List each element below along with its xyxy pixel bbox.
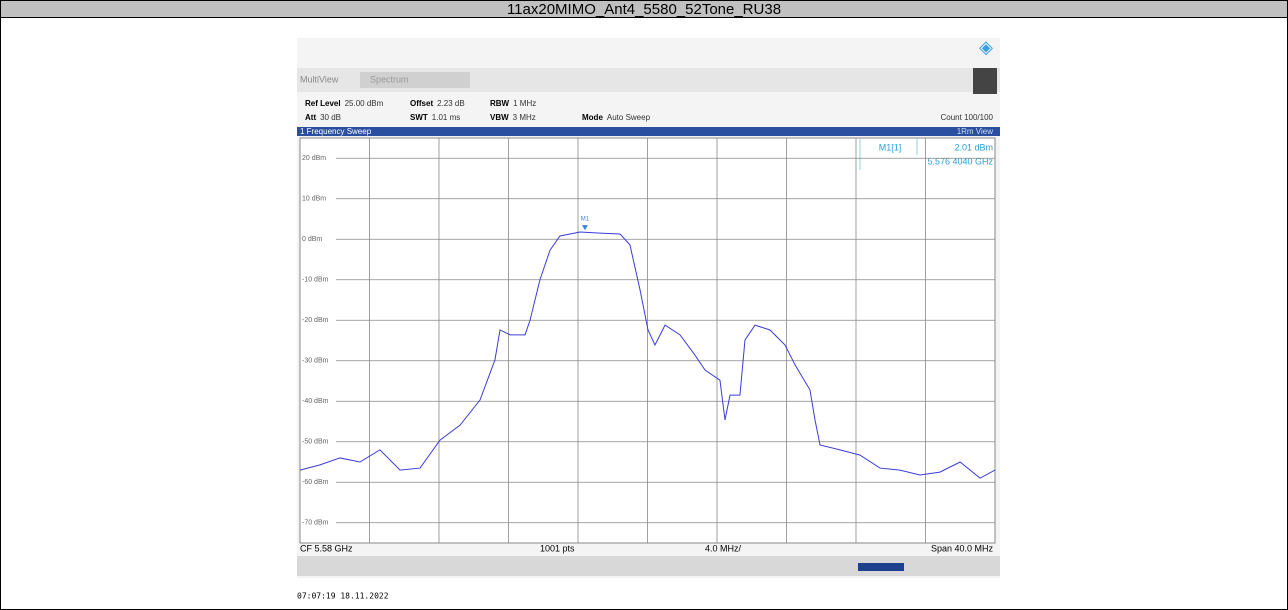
setting-label: RBW — [490, 99, 510, 108]
menu-button[interactable] — [973, 68, 997, 94]
marker-label: M1 — [581, 217, 590, 223]
view-label: 1Rm View — [957, 127, 994, 136]
y-tick-label: 10 dBm — [302, 196, 326, 203]
setting-value: 3 MHz — [513, 113, 536, 122]
logo: ◈ — [979, 37, 993, 57]
marker — [581, 225, 588, 231]
setting-value: 25.00 dBm — [345, 99, 384, 108]
y-tick-label: -40 dBm — [302, 398, 329, 405]
y-tick-label: 0 dBm — [302, 236, 322, 243]
division: 4.0 MHz/ — [705, 543, 742, 553]
tab-box — [360, 72, 470, 88]
setting-label: SWT — [410, 113, 428, 122]
points: 1001 pts — [540, 543, 575, 553]
title: 11ax20MIMO_Ant4_5580_52Tone_RU38 — [507, 1, 781, 18]
timestamp: 07:07:19 18.11.2022 — [297, 592, 389, 601]
count: Count 100/100 — [941, 113, 994, 122]
setting-label: Ref Level — [305, 99, 341, 108]
setting-value: 1 MHz — [513, 99, 536, 108]
setting-label: Mode — [582, 113, 603, 122]
status-bar — [297, 556, 1000, 576]
setting-value: 1.01 ms — [432, 113, 460, 122]
trace — [299, 231, 996, 479]
setting-label: VBW — [490, 113, 509, 122]
y-tick-label: -50 dBm — [302, 439, 329, 446]
span: Span 40.0 MHz — [931, 543, 994, 553]
y-tick-label: -10 dBm — [302, 277, 329, 284]
center-freq: CF 5.58 GHz — [300, 543, 353, 553]
window-bar — [297, 127, 1000, 136]
setting-value: 30 dB — [320, 113, 341, 122]
y-tick-label: -20 dBm — [302, 317, 329, 324]
y-tick-label: 20 dBm — [302, 155, 326, 162]
setting-value: 2.23 dB — [437, 99, 465, 108]
tab[interactable]: Spectrum — [370, 74, 409, 84]
y-tick-label: -60 dBm — [302, 479, 329, 486]
window-title: 1 Frequency Sweep — [300, 127, 372, 136]
y-tick-label: -70 dBm — [302, 520, 329, 527]
readout-level: 2.01 dBm — [954, 142, 993, 152]
setting-value: Auto Sweep — [607, 113, 651, 122]
tab[interactable]: MultiView — [300, 74, 339, 84]
y-tick-label: -30 dBm — [302, 358, 329, 365]
readout-name: M1[1] — [879, 142, 902, 152]
setting-label: Offset — [410, 99, 433, 108]
readout-freq: 5.576 4040 GHz — [927, 156, 993, 166]
setting-label: Att — [305, 113, 316, 122]
progress — [858, 563, 904, 571]
